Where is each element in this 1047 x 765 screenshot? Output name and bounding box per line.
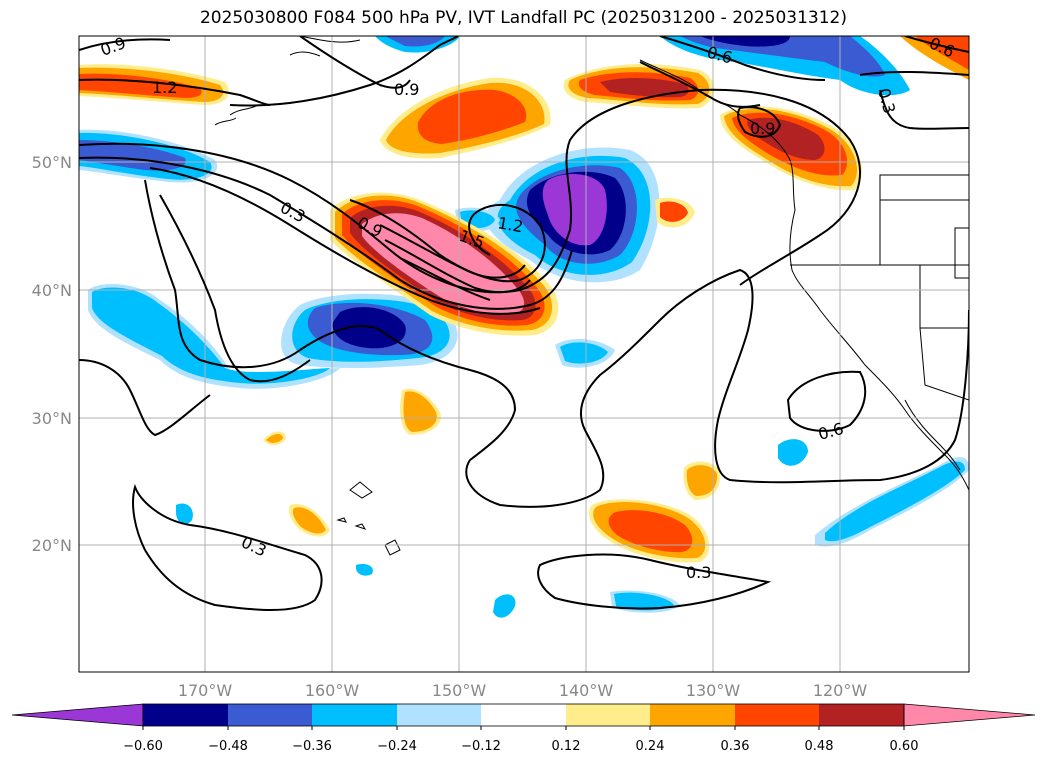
colorbar-tick-label: 0.12 xyxy=(552,739,581,754)
lon-label: 120°W xyxy=(813,681,868,700)
coastline-north-america xyxy=(639,59,969,491)
hawaii-islands xyxy=(336,481,401,556)
lon-label: 140°W xyxy=(559,681,614,700)
lon-label: 150°W xyxy=(432,681,487,700)
lat-label: 40°N xyxy=(32,281,72,300)
lat-label: 30°N xyxy=(32,409,72,428)
colorbar-tick-label: −0.12 xyxy=(461,739,501,754)
colorbar-cell xyxy=(143,704,228,726)
coastlines xyxy=(214,36,969,556)
colorbar-frame xyxy=(142,703,905,727)
lat-label: 50°N xyxy=(32,153,72,172)
colorbar-cell xyxy=(650,704,735,726)
longitude-labels: 170°W 160°W 150°W 140°W 130°W 120°W xyxy=(178,681,868,700)
colorbar-tick-label: 0.60 xyxy=(890,739,919,754)
colorbar-cell xyxy=(228,704,312,726)
contour-label: 0.9 xyxy=(98,33,128,60)
colorbar-tick-label: 0.24 xyxy=(636,739,665,754)
map-frame xyxy=(78,35,970,673)
lon-label: 160°W xyxy=(305,681,360,700)
contour-label: 0.9 xyxy=(394,80,419,99)
latitude-labels: 50°N 40°N 30°N 20°N xyxy=(32,153,72,555)
colorbar-cell xyxy=(312,704,397,726)
ivt-contours xyxy=(79,36,969,611)
lat-label: 20°N xyxy=(32,536,72,555)
lon-label: 130°W xyxy=(686,681,741,700)
contour-label: 0.9 xyxy=(750,119,775,138)
colorbar-tick-label: −0.24 xyxy=(377,739,417,754)
colorbar-tick-label: −0.60 xyxy=(123,739,163,754)
map-title: 2025030800 F084 500 hPa PV, IVT Landfall… xyxy=(199,8,847,28)
colorbar-tick-label: 0.36 xyxy=(721,739,750,754)
colorbar-cell xyxy=(566,704,650,726)
colorbar: −0.60 −0.48 −0.36 −0.24 −0.12 0.12 0.24 … xyxy=(11,703,1036,754)
colorbar-extend-high xyxy=(903,703,1036,727)
contour-label: 1.2 xyxy=(152,78,177,97)
colorbar-extend-low xyxy=(11,703,144,727)
colorbar-tick-label: −0.48 xyxy=(208,739,248,754)
colorbar-cell xyxy=(397,704,481,726)
contour-label: 0.3 xyxy=(686,563,711,582)
lon-label: 170°W xyxy=(178,681,233,700)
colorbar-cell xyxy=(481,704,566,726)
pv-min-purple xyxy=(542,174,607,246)
colorbar-cell xyxy=(735,704,819,726)
gridlines xyxy=(79,36,969,672)
colorbar-tick-label: −0.36 xyxy=(292,739,332,754)
pv-shading xyxy=(79,36,969,618)
colorbar-cell xyxy=(819,704,904,726)
colorbar-tick-label: 0.48 xyxy=(805,739,834,754)
colorbar-ticks: −0.60 −0.48 −0.36 −0.24 −0.12 0.12 0.24 … xyxy=(123,739,918,754)
contour-label: 0.6 xyxy=(816,419,846,444)
contour-label: 1.2 xyxy=(496,213,524,236)
